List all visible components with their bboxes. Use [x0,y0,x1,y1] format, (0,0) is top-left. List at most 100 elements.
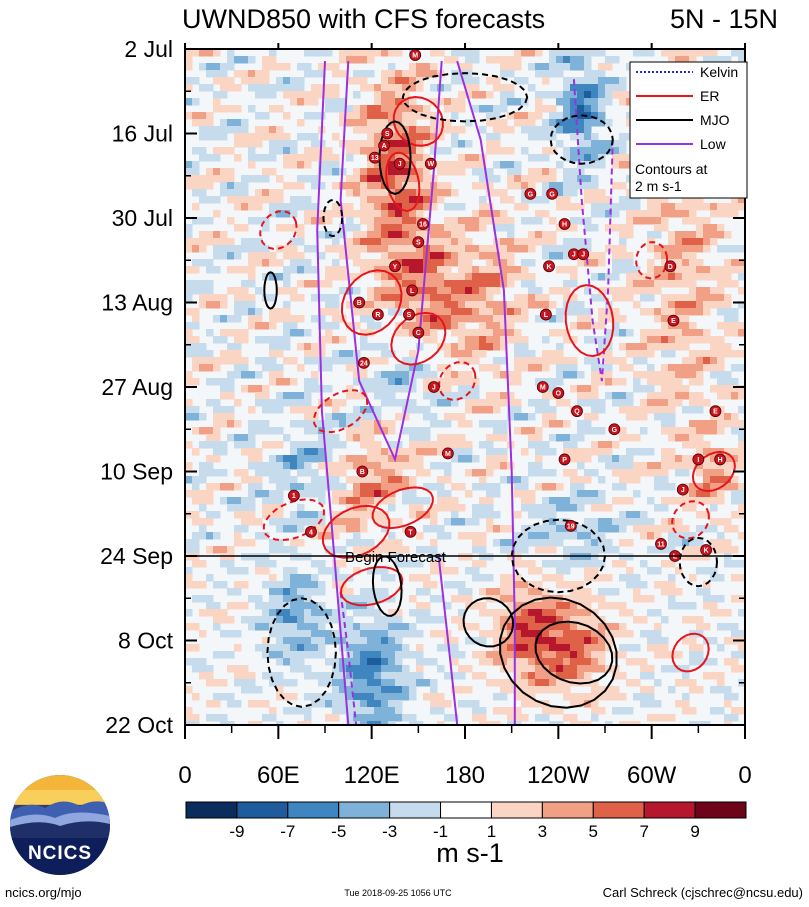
heatmap-cell [199,238,207,246]
heatmap-cell [325,455,333,463]
heatmap-cell [318,623,326,631]
heatmap-cell [717,364,725,372]
heatmap-cell [262,560,270,568]
heatmap-cell [493,273,501,281]
heatmap-cell [549,217,557,225]
heatmap-cell [612,469,620,477]
heatmap-cell [206,483,214,491]
heatmap-cell [563,84,571,92]
heatmap-cell [647,364,655,372]
er-contour-dashed [437,361,477,401]
heatmap-cell [675,462,683,470]
heatmap-cell [458,77,466,85]
heatmap-cell [360,168,368,176]
heatmap-cell [661,616,669,624]
heatmap-cell [514,602,522,610]
heatmap-cell [577,483,585,491]
heatmap-cell [437,420,445,428]
heatmap-cell [458,63,466,71]
heatmap-cell [717,574,725,582]
heatmap-cell [297,420,305,428]
heatmap-cell [234,287,242,295]
heatmap-cell [206,469,214,477]
heatmap-cell [374,721,382,725]
heatmap-cell [696,546,704,554]
heatmap-cell [619,294,627,302]
heatmap-cell [248,420,256,428]
heatmap-cell [717,385,725,393]
heatmap-cell [724,462,732,470]
heatmap-cell [486,56,494,64]
heatmap-cell [395,399,403,407]
heatmap-cell [423,525,431,533]
heatmap-cell [549,133,557,141]
heatmap-cell [619,196,627,204]
heatmap-cell [514,238,522,246]
heatmap-cell [423,308,431,316]
heatmap-cell [353,539,361,547]
heatmap-cell [402,413,410,421]
heatmap-cell [395,210,403,218]
heatmap-cell [234,189,242,197]
heatmap-cell [556,658,564,666]
heatmap-cell [199,462,207,470]
heatmap-cell [626,350,634,358]
heatmap-cell [507,665,515,673]
heatmap-cell [591,392,599,400]
heatmap-cell [465,238,473,246]
heatmap-cell [381,595,389,603]
footer-site[interactable]: ncics.org/mjo [5,885,82,900]
heatmap-cell [213,602,221,610]
heatmap-cell [647,259,655,267]
heatmap-cell [437,665,445,673]
heatmap-cell [353,679,361,687]
heatmap-cell [647,378,655,386]
heatmap-cell [255,448,263,456]
heatmap-cell [724,392,732,400]
heatmap-cell [290,392,298,400]
heatmap-cell [192,336,200,344]
heatmap-cell [535,504,543,512]
heatmap-cell [241,294,249,302]
heatmap-cell [556,672,564,680]
heatmap-cell [311,651,319,659]
heatmap-cell [556,574,564,582]
heatmap-cell [402,77,410,85]
heatmap-cell [290,595,298,603]
heatmap-cell [276,441,284,449]
heatmap-cell [269,294,277,302]
heatmap-cell [367,693,375,701]
heatmap-cell [353,322,361,330]
heatmap-cell [563,546,571,554]
heatmap-cell [192,714,200,722]
heatmap-cell [570,322,578,330]
heatmap-cell [367,161,375,169]
heatmap-cell [206,700,214,708]
heatmap-cell [234,602,242,610]
heatmap-cell [381,651,389,659]
heatmap-cell [689,231,697,239]
heatmap-cell [430,707,438,715]
storm-label: A [382,143,387,150]
heatmap-cell [598,308,606,316]
heatmap-cell [507,623,515,631]
heatmap-cell [542,182,550,190]
heatmap-cell [311,448,319,456]
heatmap-cell [416,616,424,624]
heatmap-cell [430,98,438,106]
heatmap-cell [437,700,445,708]
heatmap-cell [717,203,725,211]
heatmap-cell [206,679,214,687]
heatmap-cell [234,343,242,351]
heatmap-cell [654,217,662,225]
heatmap-cell [507,539,515,547]
heatmap-cell [626,210,634,218]
heatmap-cell [605,329,613,337]
heatmap-cell [584,560,592,568]
colorbar-label: 9 [690,822,699,841]
heatmap-cell [402,665,410,673]
heatmap-cell [521,532,529,540]
heatmap-cell [206,441,214,449]
heatmap-cell [689,616,697,624]
heatmap-cell [388,483,396,491]
